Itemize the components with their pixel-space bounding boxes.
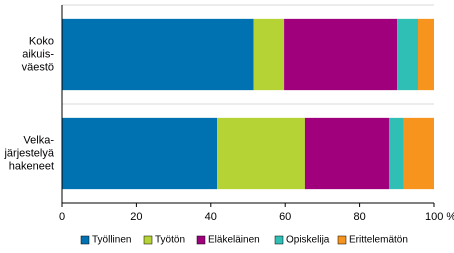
legend-swatch — [143, 235, 153, 245]
legend-swatch — [337, 235, 347, 245]
legend-swatch — [274, 235, 284, 245]
bar-segment — [253, 18, 285, 91]
category-label: väestö — [22, 61, 54, 73]
bar-segment — [304, 117, 389, 190]
category-label: järjestelyä — [3, 147, 54, 159]
x-tick-label: 80 — [353, 211, 365, 223]
legend-swatch — [80, 235, 90, 245]
x-tick-label: 40 — [205, 211, 217, 223]
legend-label: Erittelemätön — [349, 235, 408, 246]
legend-label: Eläkeläinen — [208, 235, 260, 246]
x-tick-label: 60 — [279, 211, 291, 223]
bar-segment — [403, 117, 434, 190]
bar-segment — [217, 117, 305, 190]
legend-label: Työtön — [155, 235, 185, 246]
category-label: hakeneet — [9, 160, 54, 172]
legend-label: Opiskelija — [286, 235, 330, 246]
category-label: Velka- — [23, 134, 54, 146]
legend-label: Työllinen — [92, 235, 131, 246]
x-tick-label: 0 — [59, 211, 65, 223]
category-label: Koko — [29, 35, 54, 47]
bar-segment — [418, 18, 434, 91]
x-tick-label: 20 — [130, 211, 142, 223]
bar-segment — [62, 18, 254, 91]
bar-segment — [397, 18, 419, 91]
category-label: aikuis- — [22, 48, 54, 60]
bar-segment — [62, 117, 218, 190]
bar-segment — [284, 18, 398, 91]
bar-segment — [388, 117, 404, 190]
legend-swatch — [196, 235, 206, 245]
x-tick-label: 100 % — [425, 211, 454, 223]
